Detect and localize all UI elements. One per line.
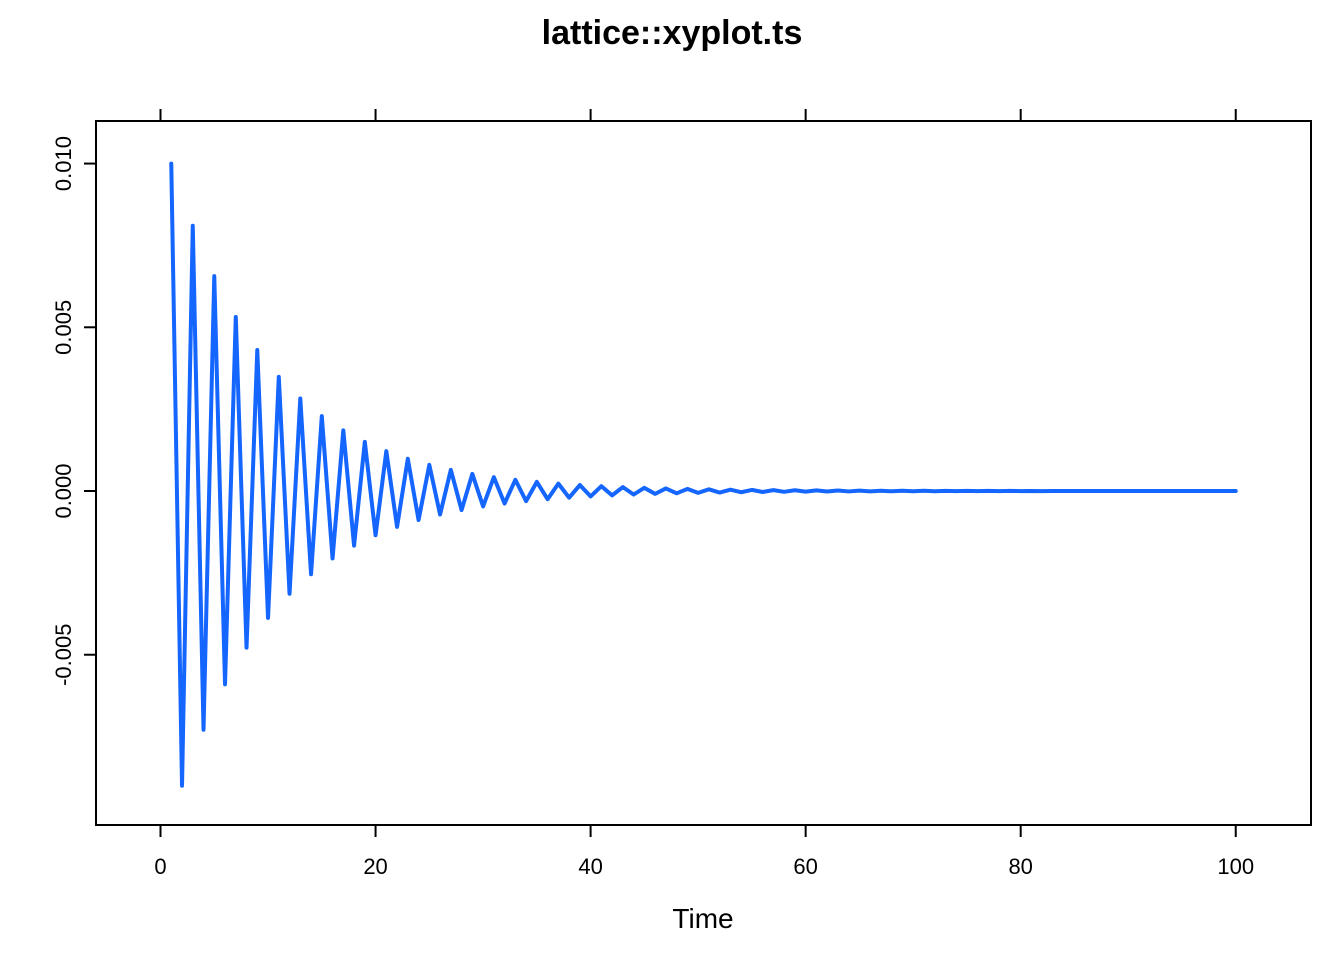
x-axis-label: Time [672, 903, 733, 934]
y-tick-label: 0.005 [51, 300, 76, 355]
x-tick-label: 100 [1217, 854, 1254, 879]
x-axis: 0 20 40 60 80 100 [154, 109, 1254, 879]
x-tick-label: 20 [363, 854, 387, 879]
chart-title: lattice::xyplot.ts [542, 14, 803, 52]
x-tick-label: 40 [578, 854, 602, 879]
x-tick-label: 0 [154, 854, 166, 879]
y-tick-label: 0.000 [51, 463, 76, 518]
x-tick-label: 80 [1008, 854, 1032, 879]
y-axis: -0.005 0.000 0.005 0.010 [51, 136, 96, 686]
x-tick-label: 60 [793, 854, 817, 879]
y-tick-label: 0.010 [51, 136, 76, 191]
y-tick-label: -0.005 [51, 624, 76, 686]
plot-frame [95, 120, 1312, 826]
series-line [169, 161, 1238, 788]
